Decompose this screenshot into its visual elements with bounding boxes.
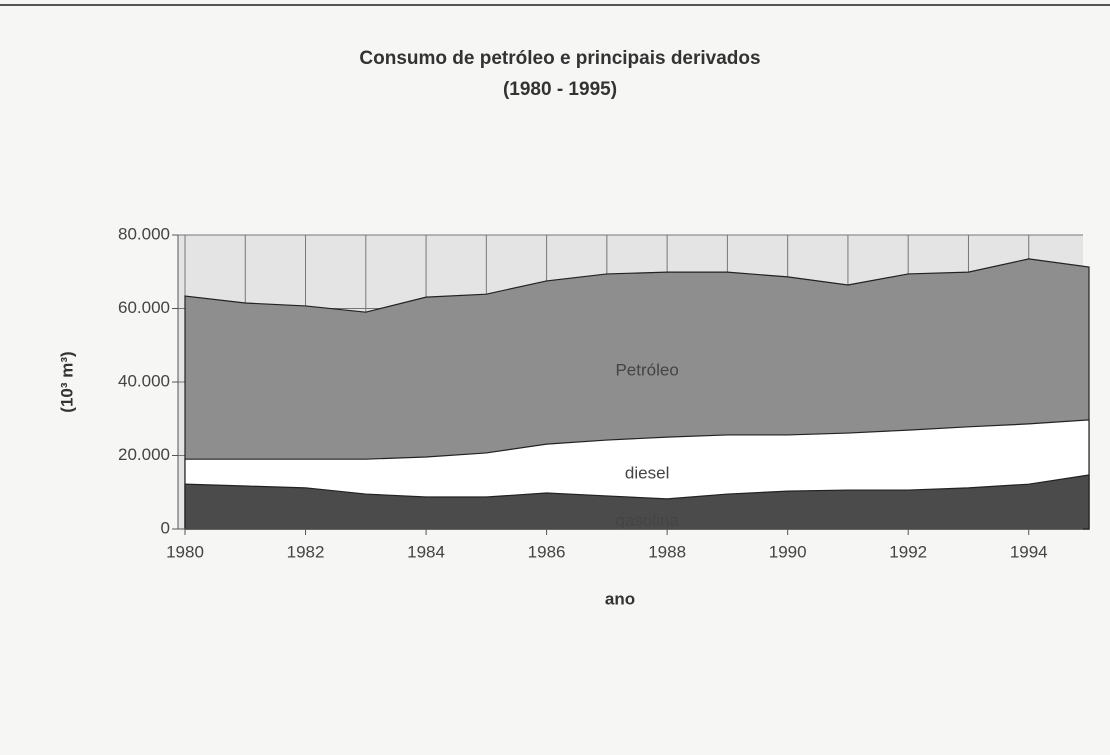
y-tick-label: 40.000 (118, 371, 170, 390)
y-axis-title: (10³ m³) (57, 351, 76, 412)
x-tick-label: 1994 (1010, 542, 1048, 561)
x-tick-label: 1990 (769, 542, 807, 561)
x-tick-label: 1984 (407, 542, 445, 561)
y-tick-label: 80.000 (118, 224, 170, 243)
series-label: gasolina (615, 511, 679, 530)
x-tick-label: 1986 (528, 542, 566, 561)
y-tick-label: 20.000 (118, 445, 170, 464)
y-tick-label: 60.000 (118, 298, 170, 317)
x-tick-label: 1980 (166, 542, 204, 561)
series-label: Petróleo (615, 361, 678, 380)
x-tick-label: 1988 (648, 542, 686, 561)
chart-title: Consumo de petróleo e principais derivad… (359, 48, 760, 69)
chart-subtitle: (1980 - 1995) (503, 79, 617, 100)
series-label: diesel (625, 464, 669, 483)
x-axis-title: ano (605, 589, 635, 608)
x-tick-label: 1982 (287, 542, 325, 561)
y-tick-label: 0 (161, 518, 170, 537)
x-tick-label: 1992 (889, 542, 927, 561)
area (184, 474, 1090, 530)
